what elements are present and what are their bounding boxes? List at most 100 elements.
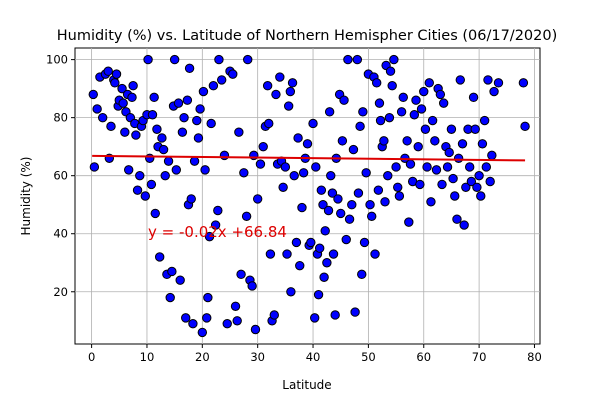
data-point bbox=[92, 104, 102, 114]
data-point bbox=[232, 316, 242, 326]
x-tick-label: 50 bbox=[361, 350, 376, 364]
data-point bbox=[236, 269, 246, 280]
data-point bbox=[380, 197, 390, 207]
axis-ticks: 0 10 20 30 40 50 60 70 80 20 40 60 80 100 bbox=[46, 53, 542, 364]
data-point bbox=[472, 182, 482, 192]
data-point bbox=[444, 147, 454, 158]
data-point bbox=[219, 150, 230, 161]
data-point bbox=[431, 165, 442, 175]
chart-title: Humidity (%) vs. Latitude of Northern He… bbox=[57, 28, 558, 44]
data-point bbox=[243, 54, 253, 65]
x-axis-label: Latitude bbox=[282, 378, 331, 392]
data-point bbox=[411, 95, 421, 105]
x-tick-label: 70 bbox=[472, 350, 487, 364]
data-point bbox=[422, 162, 432, 172]
data-point bbox=[309, 313, 320, 323]
data-point bbox=[149, 92, 159, 103]
data-point bbox=[413, 141, 423, 152]
data-point bbox=[228, 69, 238, 79]
data-point bbox=[150, 208, 160, 219]
data-point bbox=[143, 54, 153, 65]
data-point bbox=[493, 78, 504, 88]
x-tick-label: 40 bbox=[306, 350, 321, 364]
data-point bbox=[464, 162, 475, 172]
regression-equation: y = -0.02x +66.84 bbox=[148, 223, 287, 241]
data-point bbox=[216, 75, 227, 85]
data-point bbox=[474, 170, 484, 181]
data-point bbox=[404, 217, 414, 227]
data-point bbox=[350, 307, 360, 317]
x-tick-label: 20 bbox=[195, 350, 210, 364]
data-point bbox=[197, 327, 208, 338]
data-point bbox=[398, 92, 408, 103]
data-point bbox=[383, 170, 393, 181]
data-point bbox=[420, 124, 431, 134]
data-point bbox=[393, 182, 403, 192]
data-point bbox=[337, 136, 348, 146]
data-point bbox=[361, 168, 371, 178]
data-point bbox=[152, 124, 162, 134]
data-point bbox=[319, 272, 329, 282]
data-point bbox=[374, 98, 385, 108]
data-point bbox=[326, 170, 336, 181]
data-point bbox=[222, 318, 232, 329]
data-point bbox=[192, 115, 202, 126]
data-point bbox=[489, 86, 499, 97]
data-point bbox=[385, 66, 396, 76]
data-point bbox=[479, 115, 490, 126]
data-point bbox=[461, 182, 471, 192]
data-point bbox=[167, 266, 177, 277]
data-point bbox=[336, 208, 346, 219]
data-point bbox=[169, 54, 180, 65]
data-point bbox=[452, 214, 462, 224]
data-point bbox=[291, 237, 302, 248]
data-point bbox=[306, 237, 316, 248]
data-point bbox=[286, 287, 296, 297]
data-point bbox=[182, 95, 193, 105]
data-point bbox=[438, 98, 449, 108]
data-point bbox=[97, 112, 108, 123]
data-point bbox=[476, 191, 486, 201]
data-point bbox=[359, 237, 370, 248]
data-point bbox=[457, 139, 468, 149]
data-points bbox=[88, 54, 530, 338]
data-point bbox=[230, 301, 241, 311]
data-point bbox=[206, 118, 216, 129]
data-point bbox=[308, 118, 318, 129]
data-point bbox=[455, 75, 465, 85]
data-point bbox=[316, 185, 327, 195]
data-point bbox=[297, 202, 307, 213]
data-point bbox=[387, 81, 397, 91]
x-tick-label: 10 bbox=[140, 350, 155, 364]
data-point bbox=[213, 205, 223, 216]
data-point bbox=[450, 191, 460, 201]
data-point bbox=[173, 98, 184, 108]
data-point bbox=[470, 124, 480, 134]
data-point bbox=[341, 234, 351, 245]
data-point bbox=[88, 89, 98, 100]
data-point bbox=[442, 162, 453, 172]
data-point bbox=[468, 92, 479, 103]
data-point bbox=[118, 98, 128, 108]
data-point bbox=[375, 115, 386, 126]
data-point bbox=[402, 136, 412, 146]
data-point bbox=[239, 168, 249, 178]
data-point bbox=[311, 162, 321, 172]
data-point bbox=[285, 86, 296, 97]
data-point bbox=[198, 86, 209, 97]
data-point bbox=[160, 170, 170, 181]
data-point bbox=[202, 313, 212, 323]
data-point bbox=[158, 144, 169, 155]
data-point bbox=[415, 179, 425, 190]
data-point bbox=[352, 54, 363, 65]
data-point bbox=[320, 226, 330, 236]
data-point bbox=[188, 318, 198, 329]
data-point bbox=[295, 260, 305, 271]
data-point bbox=[177, 127, 188, 137]
data-point bbox=[347, 200, 357, 210]
data-point bbox=[184, 63, 195, 74]
data-point bbox=[163, 156, 174, 166]
data-point bbox=[313, 289, 324, 300]
data-point bbox=[157, 133, 167, 143]
x-tick-label: 60 bbox=[416, 350, 431, 364]
